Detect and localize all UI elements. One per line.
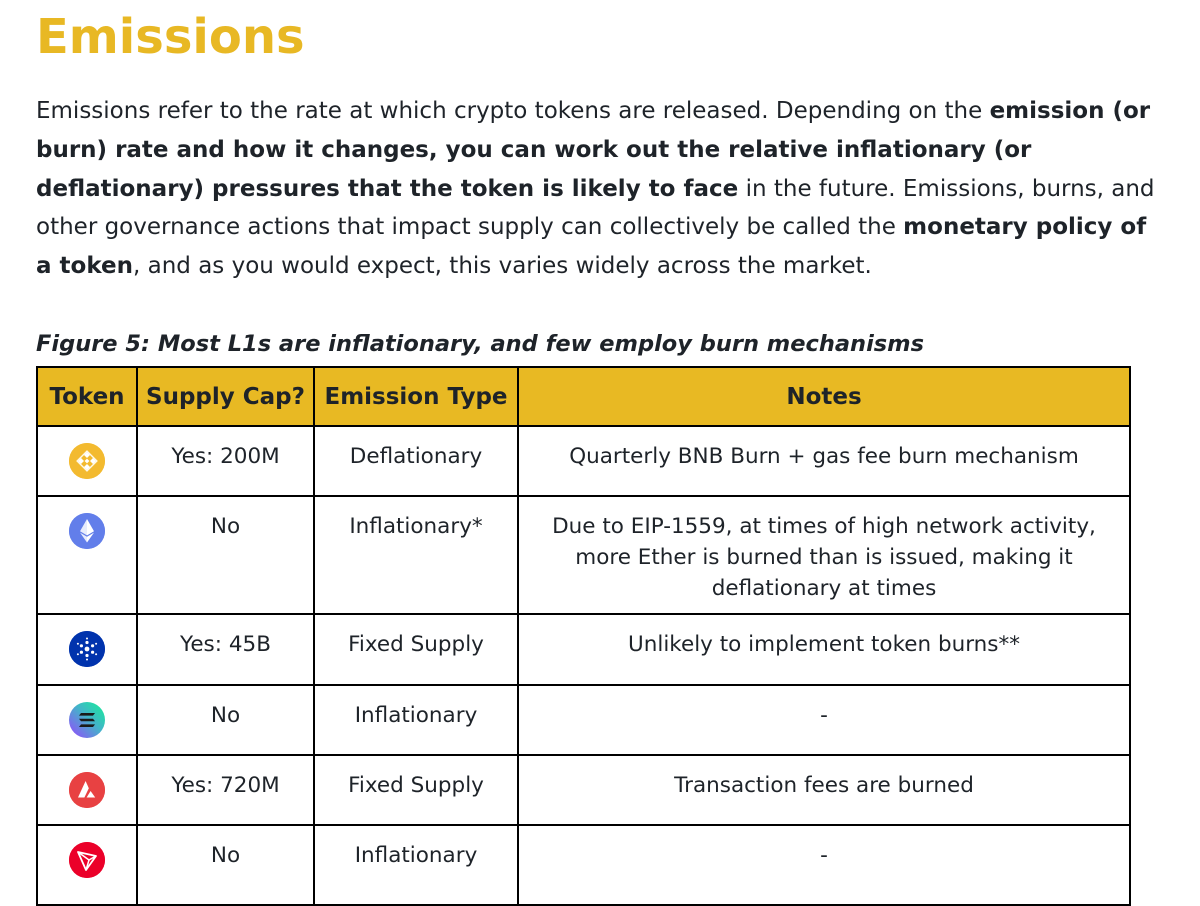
emissions-table: Token Supply Cap? Emission Type Notes — [36, 366, 1131, 906]
column-header-notes: Notes — [517, 366, 1131, 427]
token-cell — [36, 495, 138, 615]
paragraph-segment-bold: monetary policy of a token — [36, 214, 1147, 280]
supply-cap-cell: No — [136, 495, 315, 615]
notes-cell: Quarterly BNB Burn + gas fee burn mechan… — [517, 425, 1131, 497]
solana-icon — [69, 702, 105, 738]
paragraph-segment: , and as you would expect, this varies w… — [132, 253, 872, 280]
page-heading: Emissions — [36, 9, 305, 65]
notes-cell: Unlikely to implement token burns** — [517, 613, 1131, 686]
ethereum-icon — [69, 513, 105, 549]
cardano-icon — [69, 631, 105, 667]
table-row: No Inflationary* Due to EIP-1559, at tim… — [36, 495, 1131, 615]
emission-type-cell: Inflationary* — [313, 495, 519, 615]
paragraph-segment-bold: emission (or burn) rate and how it chang… — [36, 98, 1151, 202]
token-cell — [36, 684, 138, 756]
supply-cap-cell: Yes: 45B — [136, 613, 315, 686]
token-cell — [36, 754, 138, 826]
emission-type-cell: Inflationary — [313, 824, 519, 906]
column-header-token: Token — [36, 366, 138, 427]
table-row: Yes: 45B Fixed Supply Unlikely to implem… — [36, 613, 1131, 686]
paragraph-segment: in the future. Emissions, burns, and oth… — [36, 175, 1155, 241]
notes-cell: - — [517, 684, 1131, 756]
emission-type-cell: Fixed Supply — [313, 754, 519, 826]
table-header-row: Token Supply Cap? Emission Type Notes — [36, 366, 1131, 427]
intro-paragraph: Emissions refer to the rate at which cry… — [36, 92, 1156, 286]
supply-cap-cell: Yes: 200M — [136, 425, 315, 497]
notes-cell: - — [517, 824, 1131, 906]
supply-cap-cell: No — [136, 824, 315, 906]
table-row: No Inflationary - — [36, 684, 1131, 756]
column-header-emission-type: Emission Type — [313, 366, 519, 427]
tron-icon — [69, 842, 105, 878]
table-row: Yes: 720M Fixed Supply Transaction fees … — [36, 754, 1131, 826]
notes-cell: Due to EIP-1559, at times of high networ… — [517, 495, 1131, 615]
notes-cell: Transaction fees are burned — [517, 754, 1131, 826]
table-row: Yes: 200M Deflationary Quarterly BNB Bur… — [36, 425, 1131, 497]
token-cell — [36, 824, 138, 906]
emission-type-cell: Fixed Supply — [313, 613, 519, 686]
token-cell — [36, 613, 138, 686]
bnb-icon — [69, 443, 105, 479]
paragraph-segment: Emissions refer to the rate at which cry… — [36, 98, 990, 124]
emission-type-cell: Deflationary — [313, 425, 519, 497]
figure-caption: Figure 5: Most L1s are inflationary, and… — [36, 331, 925, 357]
table-row: No Inflationary - — [36, 824, 1131, 906]
emission-type-cell: Inflationary — [313, 684, 519, 756]
token-cell — [36, 425, 138, 497]
column-header-supply-cap: Supply Cap? — [136, 366, 315, 427]
avalanche-icon — [69, 772, 105, 808]
supply-cap-cell: Yes: 720M — [136, 754, 315, 826]
supply-cap-cell: No — [136, 684, 315, 756]
